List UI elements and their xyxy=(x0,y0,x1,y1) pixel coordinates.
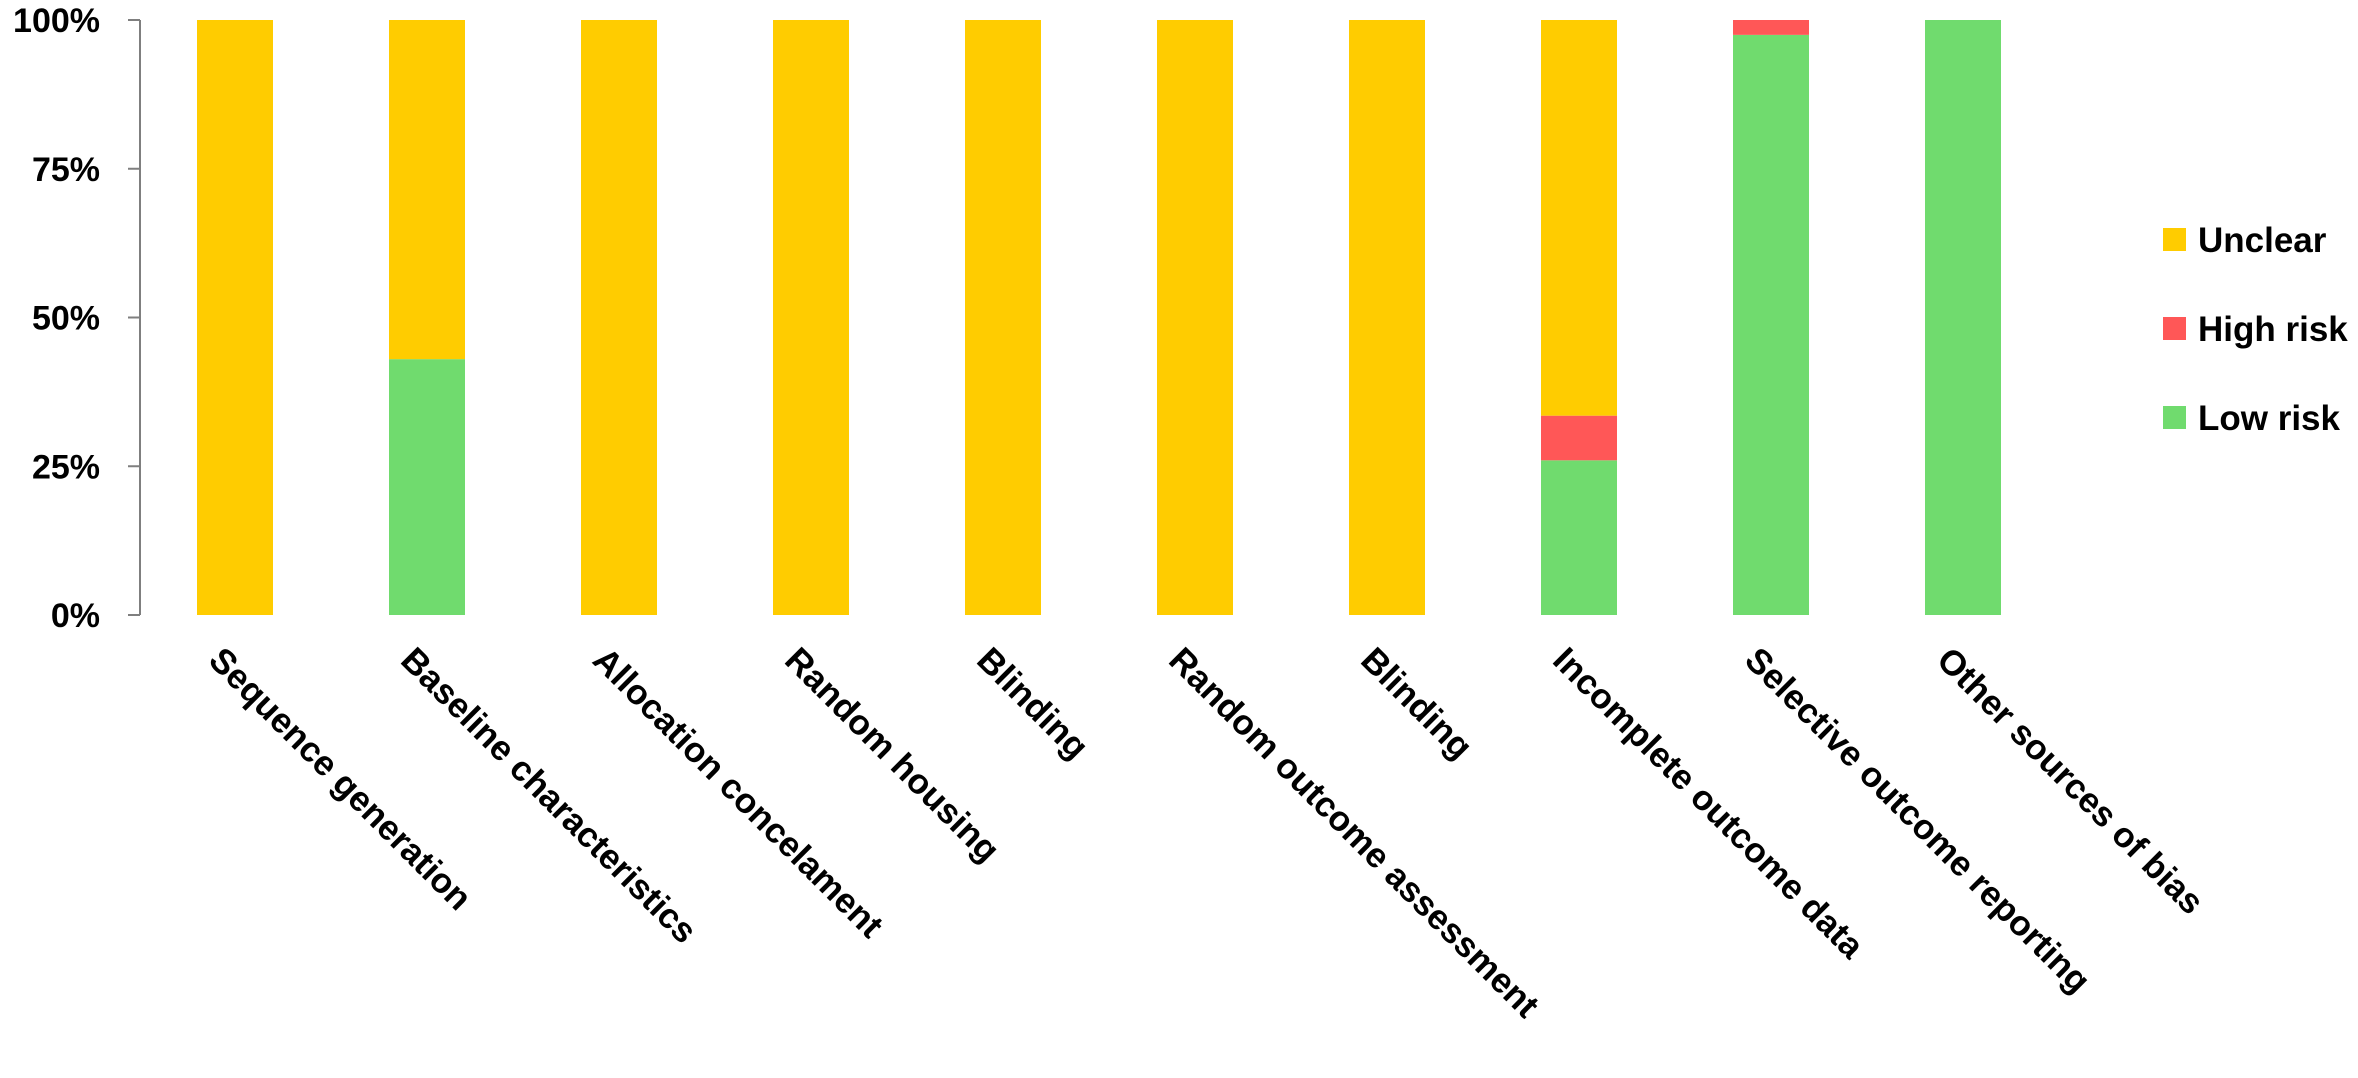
bar-low-risk-9 xyxy=(1925,20,2001,615)
x-tick-label: Blinding xyxy=(969,640,1096,767)
y-axis: 0% 25% 50% 75% 100% xyxy=(13,2,141,635)
x-tick-label: Selective outcome reporting xyxy=(1737,640,2097,1000)
legend-swatch xyxy=(2163,228,2186,251)
bar-high-risk-8 xyxy=(1733,20,1809,35)
bar-unclear-5 xyxy=(1157,20,1233,615)
bar-unclear-7 xyxy=(1541,20,1617,416)
bar-unclear-2 xyxy=(581,20,657,615)
x-tick-label: Incomplete outcome data xyxy=(1545,640,1871,966)
bar-low-risk-1 xyxy=(389,359,465,615)
bar-low-risk-8 xyxy=(1733,34,1809,615)
legend-label: Low risk xyxy=(2198,399,2341,438)
y-tick-label: 100% xyxy=(13,2,100,40)
bar-unclear-3 xyxy=(773,20,849,615)
x-tick-label: Random outcome assessment xyxy=(1161,640,1546,1025)
bar-low-risk-7 xyxy=(1541,460,1617,615)
bar-unclear-4 xyxy=(965,20,1041,615)
x-tick-label: Random housing xyxy=(777,640,1007,870)
y-tick-label: 0% xyxy=(51,597,100,635)
bar-high-risk-7 xyxy=(1541,415,1617,461)
bar-unclear-1 xyxy=(389,20,465,360)
y-tick-label: 25% xyxy=(32,448,100,486)
bar-unclear-0 xyxy=(197,20,273,615)
legend-label: Unclear xyxy=(2198,221,2327,260)
x-tick-label: Blinding xyxy=(1353,640,1480,767)
legend: Unclear High risk Low risk xyxy=(2163,221,2348,438)
bars-group xyxy=(197,20,2001,615)
y-tick-label: 50% xyxy=(32,300,100,338)
legend-swatch xyxy=(2163,317,2186,340)
legend-swatch xyxy=(2163,406,2186,429)
legend-label: High risk xyxy=(2198,310,2348,349)
y-tick-label: 75% xyxy=(32,151,100,189)
bar-unclear-6 xyxy=(1349,20,1425,615)
